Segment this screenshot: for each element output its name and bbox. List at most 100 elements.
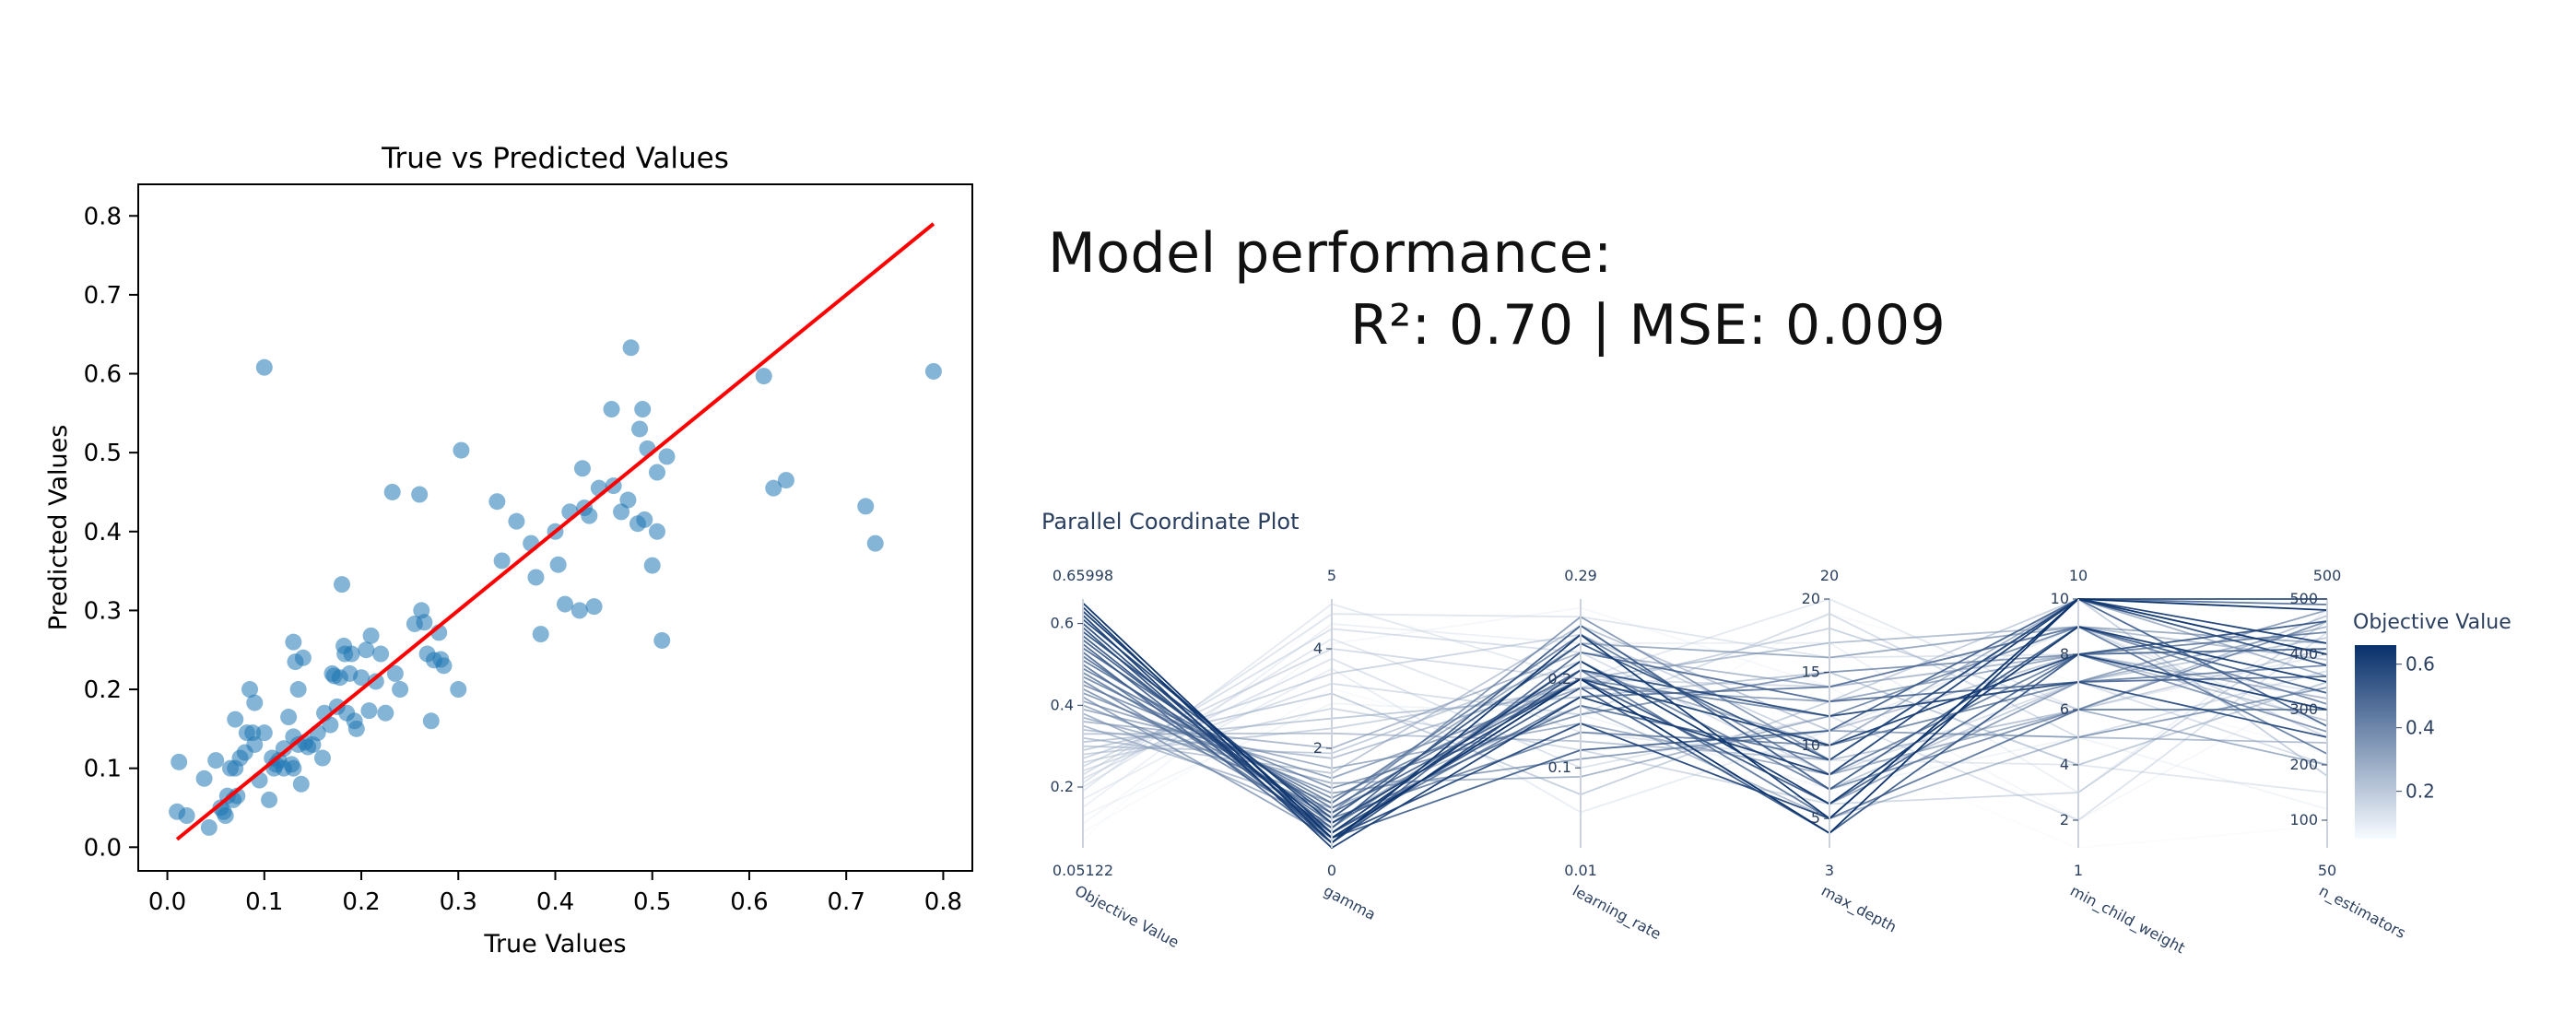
scatter-point [285, 759, 302, 777]
pc-line [1082, 651, 2328, 749]
scatter-point [866, 535, 884, 552]
scatter-point [450, 681, 467, 699]
pc-axis-bottom-label: 3 [1825, 862, 1834, 879]
y-tick-label: 0.6 [84, 361, 122, 389]
pc-line [1082, 597, 2328, 840]
scatter-point [924, 362, 942, 380]
pc-axis-bottom-label: 50 [2318, 862, 2336, 879]
scatter-point [372, 645, 390, 663]
pc-line [1082, 647, 2328, 815]
scatter-point [360, 702, 378, 720]
scatter-chart: 0.0 0.1 0.2 0.3 0.4 0.5 0.6 0.7 0.8 0.0 0.1 0.2 0.3 0… [44, 142, 973, 958]
pc-axis-top-label: 0.65998 [1053, 567, 1113, 584]
pc-axis-name: min_child_weight [2067, 882, 2188, 958]
pc-tick-label: 10 [1802, 736, 1820, 754]
pc-axis-name: Objective Value [1072, 882, 1182, 951]
scatter-point [603, 401, 620, 418]
chart-title: True vs Predicted Values [381, 142, 729, 175]
colorbar-title: Objective Value [2353, 611, 2511, 634]
scatter-point [207, 752, 225, 770]
scatter-point [658, 448, 676, 465]
pc-line [1082, 620, 2328, 835]
x-tick-label: 0.6 [730, 888, 768, 916]
colorbar-tick-label: 0.4 [2405, 717, 2435, 739]
scatter-point [313, 749, 331, 767]
scatter-point [549, 556, 567, 573]
pc-line [1082, 598, 2328, 850]
pc-axis-top-label: 5 [1327, 567, 1336, 584]
scatter-point [636, 511, 653, 528]
pc-line [1082, 597, 2328, 796]
scatter-point [653, 631, 671, 649]
pc-line [1082, 598, 2328, 844]
colorbar-tick-label: 0.6 [2405, 653, 2435, 676]
pc-line [1082, 598, 2328, 840]
pc-axis-top-label: 500 [2313, 567, 2342, 584]
scatter-point [411, 486, 429, 503]
pc-tick-label: 4 [1313, 640, 1323, 657]
pc-line [1082, 626, 2328, 768]
scatter-point [343, 645, 360, 663]
scatter-point [777, 472, 794, 489]
x-tick-label: 0.2 [342, 888, 380, 916]
x-tick-label: 0.8 [924, 888, 962, 916]
y-tick-label: 0.4 [84, 519, 122, 546]
pc-tick-label: 2 [1313, 739, 1323, 757]
scatter-point [294, 649, 312, 666]
scatter-point [383, 483, 401, 500]
pc-line [1082, 624, 2328, 774]
scatter-point [422, 712, 440, 730]
pc-line [1082, 627, 2328, 844]
pc-line [1082, 628, 2328, 776]
pc-line [1082, 613, 2328, 784]
pc-line [1082, 659, 2327, 820]
scatter-point [648, 464, 665, 481]
pc-axis-top-label: 20 [1820, 567, 1839, 584]
scatter-point [416, 614, 433, 631]
scatter-point [755, 368, 772, 385]
pc-tick-label: 6 [2060, 700, 2069, 718]
scatter-point [435, 657, 453, 675]
scatter-point [377, 704, 394, 722]
y-tick-label: 0.2 [84, 676, 122, 704]
scatter-point [275, 740, 292, 758]
scatter-point [622, 339, 640, 357]
pc-line [1082, 598, 2327, 840]
pc-line [1082, 651, 2328, 844]
pc-line [1082, 609, 2328, 808]
scatter-point [358, 641, 375, 659]
pc-line [1082, 626, 2328, 784]
x-tick-label: 0.0 [148, 888, 186, 916]
pc-line [1082, 671, 2328, 766]
x-tick-label: 0.5 [633, 888, 671, 916]
x-tick-label: 0.3 [440, 888, 477, 916]
scatter-point [246, 735, 264, 753]
pc-axis-bottom-label: 0.01 [1564, 862, 1597, 879]
pc-axis-top-label: 0.29 [1564, 567, 1597, 584]
pc-axis-bottom-label: 0 [1327, 862, 1336, 879]
scatter-point [241, 681, 259, 699]
scatter-point [280, 709, 298, 726]
pc-tick-label: 15 [1802, 663, 1820, 680]
y-tick-label: 0.3 [84, 597, 122, 625]
scatter-point [648, 523, 665, 540]
colorbar-tick-label: 0.2 [2405, 781, 2435, 803]
scatter-point [285, 633, 302, 651]
scatter-point [508, 512, 525, 530]
scatter-point [200, 818, 218, 836]
scatter-point [765, 479, 782, 497]
pc-line [1082, 626, 2328, 799]
scatter-point [246, 694, 264, 711]
pc-line [1082, 620, 2328, 805]
pc-tick-label: 20 [1802, 590, 1820, 607]
pc-tick-label: 5 [1811, 809, 1820, 827]
pc-line [1082, 708, 2328, 776]
pc-line [1082, 606, 2328, 825]
scatter-point [619, 491, 637, 509]
pc-line [1082, 626, 2328, 759]
scatter-point [557, 595, 574, 613]
pc-axis-bottom-label: 1 [2074, 862, 2083, 879]
pc-line [1082, 631, 2328, 805]
pc-tick-label: 0.1 [1548, 758, 1571, 776]
scatter-point [367, 673, 384, 690]
